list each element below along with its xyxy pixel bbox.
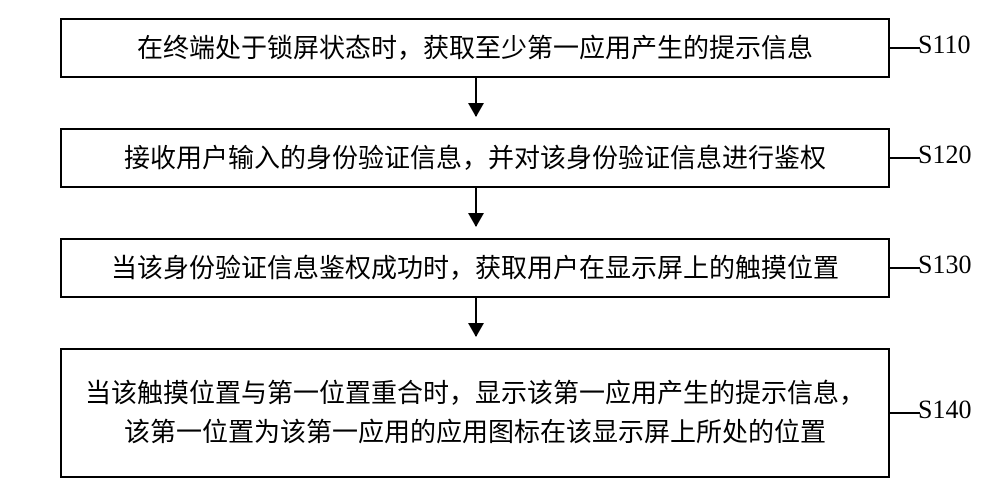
step-label: S130 bbox=[918, 250, 971, 280]
step-id: S130 bbox=[918, 250, 971, 279]
label-connector bbox=[890, 412, 920, 414]
step-id: S110 bbox=[918, 30, 971, 59]
label-connector bbox=[890, 267, 920, 269]
step-label: S120 bbox=[918, 140, 971, 170]
step-id: S120 bbox=[918, 140, 971, 169]
arrow-down-icon bbox=[475, 298, 477, 336]
step-box: 接收用户输入的身份验证信息，并对该身份验证信息进行鉴权 bbox=[60, 128, 890, 188]
step-id: S140 bbox=[918, 395, 971, 424]
flowchart-canvas: 在终端处于锁屏状态时，获取至少第一应用产生的提示信息 S110 接收用户输入的身… bbox=[0, 0, 1000, 502]
arrow-down-icon bbox=[475, 78, 477, 116]
arrow-down-icon bbox=[475, 188, 477, 226]
label-connector bbox=[890, 157, 920, 159]
step-box: 在终端处于锁屏状态时，获取至少第一应用产生的提示信息 bbox=[60, 18, 890, 78]
step-text: 接收用户输入的身份验证信息，并对该身份验证信息进行鉴权 bbox=[124, 139, 826, 178]
label-connector bbox=[890, 47, 920, 49]
step-text: 当该触摸位置与第一位置重合时，显示该第一应用产生的提示信息，该第一位置为该第一应… bbox=[82, 374, 868, 452]
step-box: 当该触摸位置与第一位置重合时，显示该第一应用产生的提示信息，该第一位置为该第一应… bbox=[60, 348, 890, 478]
step-box: 当该身份验证信息鉴权成功时，获取用户在显示屏上的触摸位置 bbox=[60, 238, 890, 298]
step-text: 在终端处于锁屏状态时，获取至少第一应用产生的提示信息 bbox=[137, 29, 813, 68]
step-label: S140 bbox=[918, 395, 971, 425]
step-text: 当该身份验证信息鉴权成功时，获取用户在显示屏上的触摸位置 bbox=[111, 249, 839, 288]
step-label: S110 bbox=[918, 30, 971, 60]
